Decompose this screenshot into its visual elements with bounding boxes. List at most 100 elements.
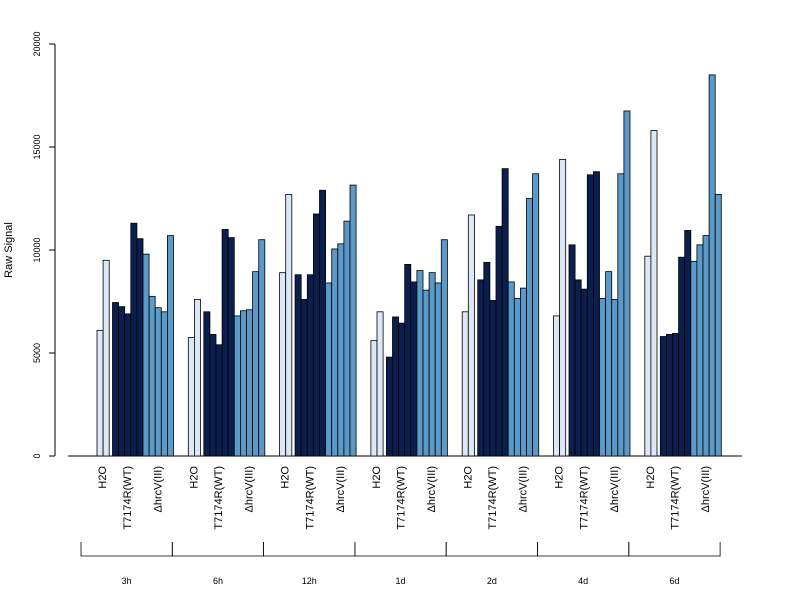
bar: [489, 300, 497, 457]
bar: [209, 334, 217, 457]
condition-label: H2O: [97, 466, 109, 489]
bar: [708, 74, 716, 457]
y-tick-label: 10000: [32, 237, 42, 262]
bar: [392, 316, 399, 457]
bar: [580, 288, 588, 457]
group-bracket: [537, 542, 630, 557]
bar: [349, 184, 357, 457]
bar: [422, 289, 430, 457]
condition-label: ΔhrcV(III): [426, 466, 438, 512]
bar: [416, 270, 424, 457]
bar: [203, 311, 211, 457]
group-bracket: [171, 542, 264, 557]
bar: [559, 158, 567, 457]
bar: [644, 255, 652, 457]
y-tick-label: 20000: [32, 31, 42, 56]
bar: [605, 271, 613, 457]
group-label: 2d: [487, 576, 497, 586]
condition-labels: H2O T7174R(WT) ΔhrcV(III) H2O T7174R(WT) Δhrc…: [97, 466, 712, 530]
bar: [513, 298, 521, 457]
bar: [312, 213, 320, 457]
group-label: 3h: [122, 576, 132, 586]
bar: [285, 193, 293, 457]
bar: [227, 237, 235, 457]
bar: [714, 193, 722, 457]
group-label: 12h: [302, 576, 317, 586]
bar: [650, 130, 658, 457]
bar: [142, 253, 150, 457]
bar: [623, 110, 631, 457]
group-bracket: [445, 542, 538, 557]
condition-label: T7174R(WT): [213, 466, 225, 530]
group-label: 6h: [213, 576, 223, 586]
condition-label: T7174R(WT): [487, 466, 499, 530]
bar: [331, 248, 339, 457]
condition-label: H2O: [280, 466, 292, 489]
bar: [124, 313, 132, 457]
bar: [684, 230, 692, 457]
bar: [112, 302, 119, 457]
bar: [239, 310, 247, 457]
bar: [611, 299, 619, 457]
condition-label: T7174R(WT): [396, 466, 408, 530]
bar: [593, 171, 600, 457]
bar: [246, 309, 253, 457]
y-tick-label: 5000: [32, 343, 42, 363]
group-label: 6d: [669, 576, 679, 586]
condition-label: ΔhrcV(III): [700, 466, 712, 512]
bar: [568, 244, 576, 457]
bar: [553, 315, 560, 457]
condition-label: H2O: [188, 466, 200, 489]
bar: [440, 239, 448, 457]
bar: [325, 282, 333, 457]
bar: [252, 271, 260, 457]
bar: [586, 174, 594, 457]
group-brackets: 3h 6h 12h 1d 2d 4d 6d: [80, 542, 721, 586]
bar: [617, 173, 625, 457]
bar: [385, 356, 393, 457]
bar: [678, 256, 686, 457]
bar: [154, 307, 162, 457]
bar: [696, 244, 704, 457]
bars: [96, 74, 722, 457]
condition-label: T7174R(WT): [670, 466, 682, 530]
bar: [461, 311, 469, 457]
bar: [398, 322, 406, 457]
bar: [221, 228, 229, 457]
bar: [690, 260, 698, 457]
bar: [404, 264, 412, 457]
bar: [337, 243, 345, 457]
bar: [507, 281, 515, 457]
bar: [659, 336, 667, 457]
condition-label: H2O: [462, 466, 474, 489]
bar: [599, 298, 606, 457]
bar: [495, 225, 503, 457]
bar: [428, 272, 436, 457]
bar: [118, 306, 126, 457]
bar: [672, 333, 679, 457]
y-axis: 0 5000 10000 15000 20000: [32, 31, 56, 459]
bar: [477, 279, 485, 457]
condition-label: ΔhrcV(III): [335, 466, 347, 512]
y-axis-title: Raw Signal: [3, 222, 15, 278]
bar: [166, 235, 174, 457]
bar: [467, 214, 475, 457]
bar: [233, 315, 241, 457]
condition-label: ΔhrcV(III): [152, 466, 164, 512]
bar: [306, 274, 314, 457]
bar: [483, 261, 491, 457]
group-bracket: [354, 542, 447, 557]
bar: [376, 311, 384, 457]
y-tick-label: 15000: [32, 134, 42, 159]
bar: [319, 189, 326, 457]
bar: [102, 259, 110, 457]
condition-label: T7174R(WT): [578, 466, 590, 530]
bar: [294, 274, 302, 457]
bar: [501, 168, 509, 457]
bar: [279, 272, 287, 457]
bar: [370, 340, 378, 457]
condition-label: ΔhrcV(III): [609, 466, 621, 512]
condition-label: T7174R(WT): [122, 466, 134, 530]
condition-label: H2O: [371, 466, 383, 489]
